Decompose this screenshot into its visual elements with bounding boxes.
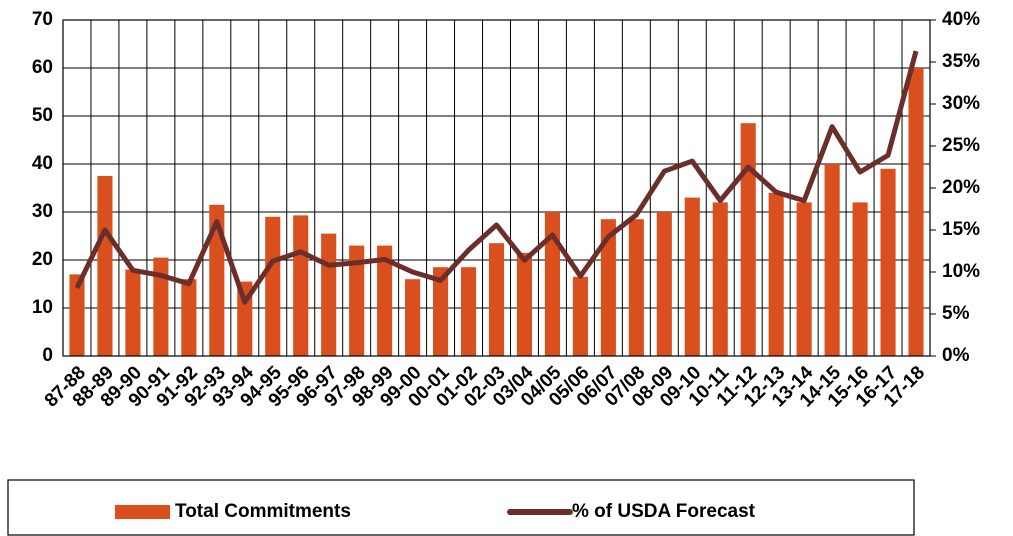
y-tick-label: 0	[42, 345, 53, 366]
bar	[209, 204, 225, 356]
legend-label: % of USDA Forecast	[572, 501, 756, 522]
y-tick-label: 30	[32, 201, 53, 222]
y2-tick-label: 5%	[942, 303, 970, 324]
bar	[796, 202, 812, 356]
y2-tick-label: 40%	[942, 9, 980, 30]
y-tick-label: 10	[32, 297, 53, 318]
bar	[740, 123, 756, 356]
line	[74, 50, 919, 305]
legend-swatch	[115, 505, 170, 519]
bar	[880, 168, 896, 356]
y2-tick-label: 0%	[942, 345, 970, 366]
bar	[628, 219, 644, 356]
bar	[349, 245, 365, 356]
y-tick-label: 40	[32, 153, 53, 174]
legend-box	[7, 479, 915, 536]
y2-tick-label: 20%	[942, 177, 980, 198]
bar	[852, 202, 868, 356]
y2-tick-label: 35%	[942, 51, 980, 72]
plot-border	[62, 19, 931, 357]
y-tick-label: 50	[32, 105, 53, 126]
bar	[265, 216, 281, 356]
bar	[460, 267, 477, 356]
y2-tick-label: 15%	[942, 219, 980, 240]
bar	[181, 279, 197, 356]
y2-tick-label: 10%	[942, 261, 980, 282]
bar	[600, 219, 616, 356]
y-tick-label: 60	[32, 57, 53, 78]
bar	[516, 252, 533, 356]
bar	[908, 68, 924, 356]
bar	[293, 215, 309, 356]
bar	[544, 212, 560, 356]
bar	[572, 276, 588, 356]
bar	[712, 202, 728, 356]
bar	[69, 274, 85, 356]
y2-tick-label: 25%	[942, 135, 980, 156]
y2-tick-label: 30%	[942, 93, 980, 114]
bar	[321, 233, 337, 356]
y-tick-label: 70	[32, 9, 53, 30]
y-tick-label: 20	[32, 249, 53, 270]
bar	[824, 164, 840, 356]
bar	[656, 212, 672, 356]
bar	[433, 267, 449, 356]
bar	[684, 197, 700, 356]
bar	[768, 192, 784, 356]
bar	[97, 176, 113, 356]
legend-label: Total Commitments	[175, 501, 351, 522]
bar	[488, 243, 505, 356]
bar	[405, 279, 421, 356]
bar	[125, 269, 141, 356]
bar	[153, 257, 169, 356]
bar	[377, 245, 393, 356]
